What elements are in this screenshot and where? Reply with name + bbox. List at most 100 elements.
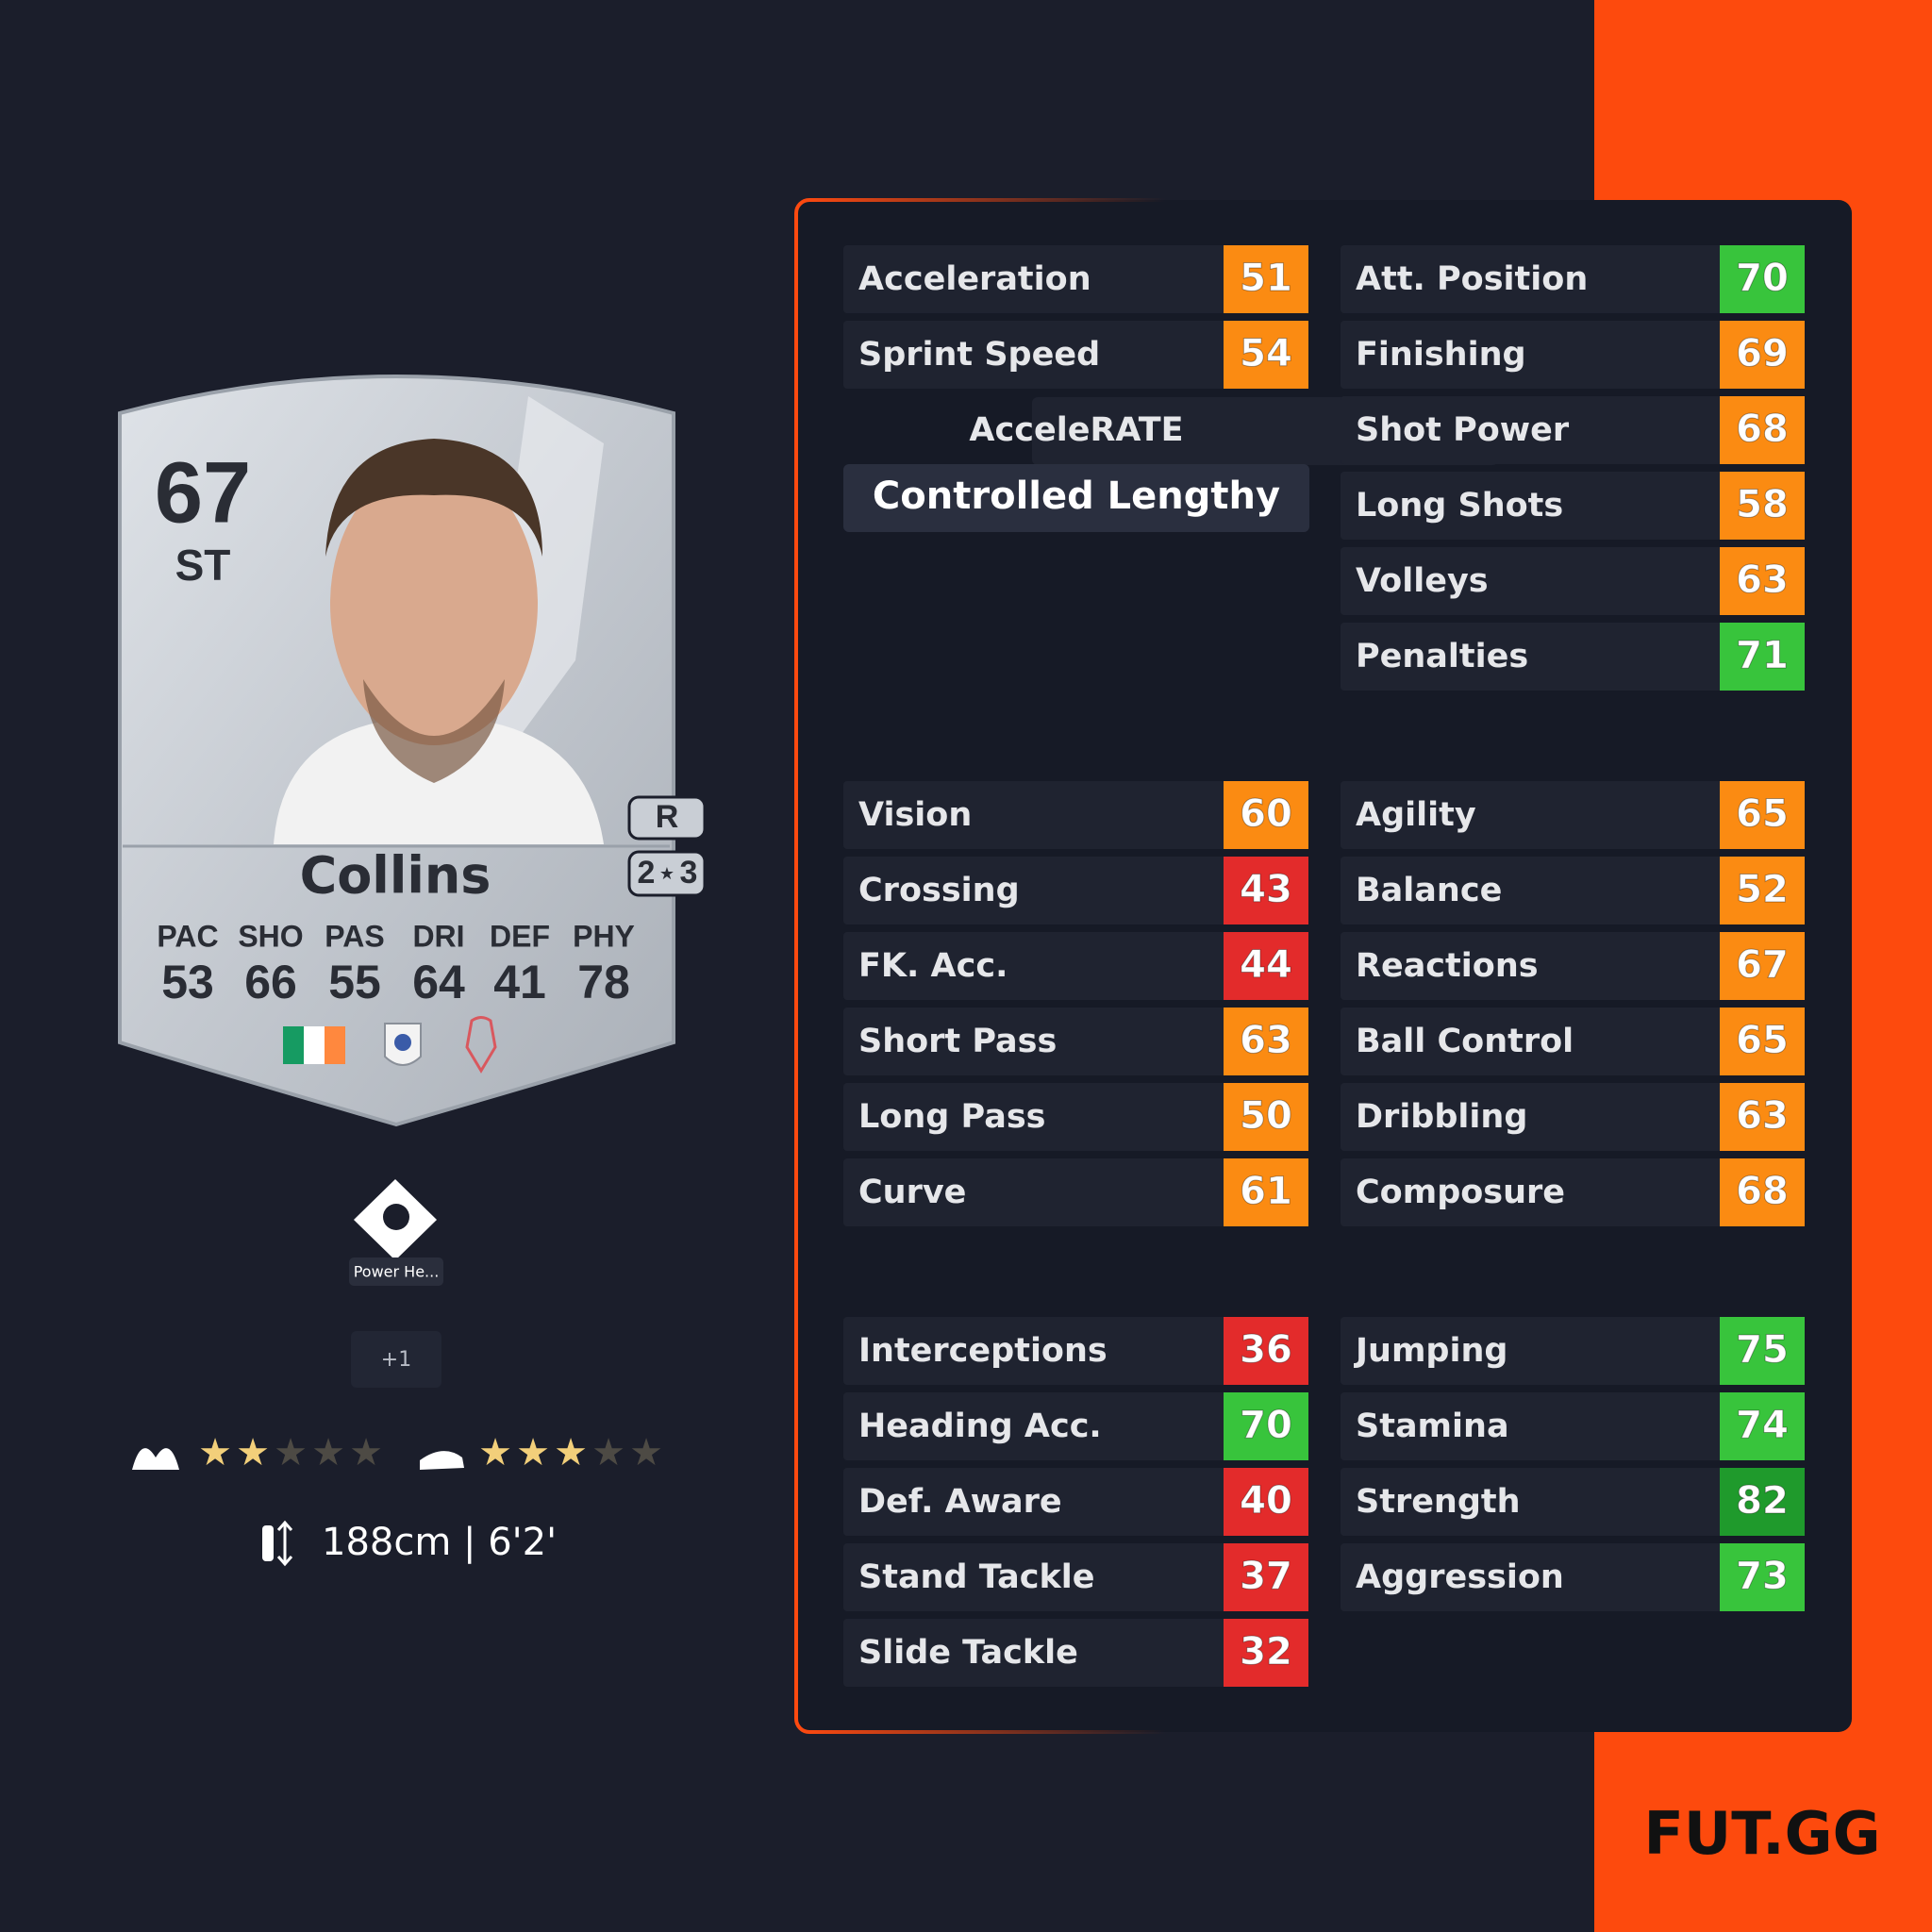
face-stat-value: 53 <box>161 956 214 1008</box>
stat-value: 54 <box>1240 332 1292 375</box>
stat-row-bg <box>1341 623 1805 691</box>
accelerate-type-bg <box>843 464 1309 532</box>
weak-foot-stars: ★ ★ ★ ★ ★ <box>478 1431 663 1474</box>
stat-name: Strength <box>1356 1483 1521 1521</box>
stat-value: 43 <box>1240 868 1292 911</box>
height-icon <box>262 1525 274 1561</box>
stat-name: Composure <box>1356 1174 1565 1211</box>
stat-row-bg <box>1341 245 1805 313</box>
stat-row-bg <box>843 1468 1308 1536</box>
stat-value: 71 <box>1736 634 1789 677</box>
stat-row-bg <box>1341 781 1805 849</box>
skill-moves-icon <box>132 1448 179 1470</box>
card-position: ST <box>175 541 231 590</box>
stat-value: 67 <box>1736 943 1789 987</box>
accelerate-type: Controlled Lengthy <box>873 475 1280 518</box>
star: ★ <box>516 1431 550 1474</box>
stat-value-box <box>1224 1468 1308 1536</box>
star: ★ <box>274 1431 308 1474</box>
stat-value-box <box>1720 781 1805 849</box>
stat-name: FK. Acc. <box>858 947 1008 985</box>
club-badge <box>465 1016 497 1074</box>
stat-value-box <box>1224 321 1308 389</box>
logo: FUT.GG <box>1644 1799 1881 1868</box>
stat-name: Att. Position <box>1356 260 1588 298</box>
star: ★ <box>629 1431 663 1474</box>
stat-row-bg <box>1341 857 1805 924</box>
weak-foot-number: 3 <box>680 855 698 891</box>
skill-badge <box>627 850 707 897</box>
stat-name: Sprint Speed <box>858 336 1100 374</box>
stat-name: Curve <box>858 1174 966 1211</box>
stat-value-box <box>1224 932 1308 1000</box>
stat-value-box <box>1224 1158 1308 1226</box>
stat-name: Long Shots <box>1356 487 1563 525</box>
stat-row-bg <box>843 1158 1308 1226</box>
stat-name: Balance <box>1356 872 1502 909</box>
stat-value-box <box>1720 623 1805 691</box>
stat-name: Crossing <box>858 872 1020 909</box>
face-stat-value: 66 <box>244 956 297 1008</box>
stat-row-bg <box>1341 1083 1805 1151</box>
flag-green <box>283 1026 304 1064</box>
stat-value-box <box>1720 245 1805 313</box>
stat-value-box <box>1720 932 1805 1000</box>
stat-row-bg <box>1341 932 1805 1000</box>
stat-row-bg <box>843 1392 1308 1460</box>
stat-name: Agility <box>1356 796 1476 834</box>
stat-name: Heading Acc. <box>858 1407 1102 1445</box>
stat-value: 44 <box>1240 943 1292 987</box>
stat-row-bg <box>843 857 1308 924</box>
stat-name: Jumping <box>1354 1332 1507 1370</box>
stat-value-box <box>1224 781 1308 849</box>
stat-name: Long Pass <box>858 1098 1046 1136</box>
stat-row-bg <box>843 1083 1308 1151</box>
stat-row-bg <box>843 1317 1308 1385</box>
stat-value: 68 <box>1736 1170 1789 1213</box>
stat-row-bg <box>1341 396 1805 464</box>
extra-playstyles-box <box>351 1331 441 1388</box>
stat-value: 75 <box>1736 1328 1789 1372</box>
star: ★ <box>198 1431 232 1474</box>
face-stat-value: 55 <box>328 956 381 1008</box>
stat-value: 51 <box>1240 257 1292 300</box>
stat-name: Volleys <box>1356 562 1489 600</box>
stat-row-bg <box>843 1543 1308 1611</box>
stat-name: Ball Control <box>1356 1023 1574 1060</box>
flag-orange <box>325 1026 345 1064</box>
badge-star: ★ <box>659 864 675 884</box>
star: ★ <box>591 1431 625 1474</box>
stat-value-box <box>1720 472 1805 540</box>
player-beard <box>363 679 505 783</box>
stat-row-bg <box>1341 1468 1805 1536</box>
stat-row-bg <box>1341 1392 1805 1460</box>
stat-row-bg <box>843 321 1308 389</box>
stat-name: Penalties <box>1356 638 1528 675</box>
stat-value: 65 <box>1736 1019 1789 1062</box>
stat-name: Stamina <box>1356 1407 1509 1445</box>
face-stat-value: 41 <box>493 956 546 1008</box>
playstyle-glyph <box>383 1204 409 1230</box>
stat-name: Aggression <box>1356 1558 1564 1596</box>
stat-value-box <box>1720 1468 1805 1536</box>
stat-value-box <box>1224 245 1308 313</box>
stat-value-box <box>1224 857 1308 924</box>
flag-white <box>304 1026 325 1064</box>
stat-value-box <box>1720 1008 1805 1075</box>
stat-row-bg <box>1341 1543 1805 1611</box>
skill-stars: ★ ★ ★ ★ ★ <box>198 1431 383 1474</box>
stat-name: Short Pass <box>858 1023 1057 1060</box>
stat-value: 70 <box>1240 1404 1292 1447</box>
star: ★ <box>311 1431 345 1474</box>
stat-row-bg <box>843 1008 1308 1075</box>
stat-value: 60 <box>1240 792 1292 836</box>
stat-name: Vision <box>858 796 972 834</box>
stat-value: 63 <box>1736 1094 1789 1138</box>
stat-value-box <box>1720 1083 1805 1151</box>
player-hair <box>325 439 542 557</box>
height-arrows <box>276 1520 293 1567</box>
stat-value: 69 <box>1736 332 1789 375</box>
stat-name: Def. Aware <box>858 1483 1062 1521</box>
stat-value: 36 <box>1240 1328 1292 1372</box>
card-name: Collins <box>300 846 491 906</box>
